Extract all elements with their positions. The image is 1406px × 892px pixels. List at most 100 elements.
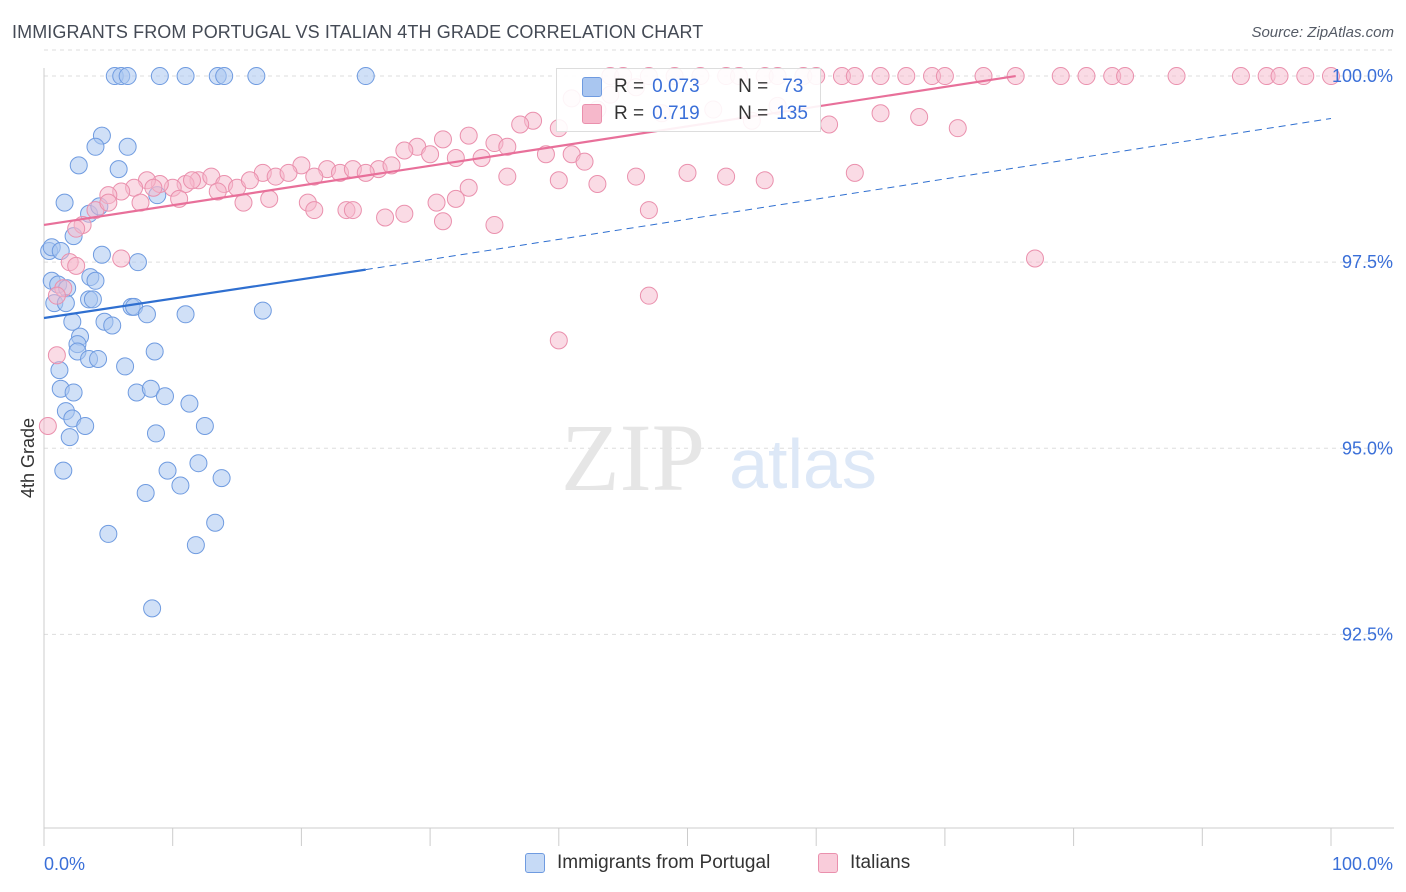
data-point-italians (421, 145, 440, 164)
data-point-italians (433, 130, 452, 149)
data-point-portugal (253, 301, 272, 320)
data-point-italians (240, 171, 259, 190)
x-tick-label: 0.0% (44, 854, 85, 874)
data-point-italians (627, 167, 646, 186)
data-point-italians (382, 156, 401, 175)
data-point-portugal (54, 461, 73, 480)
data-point-italians (897, 67, 916, 86)
data-point-italians (871, 67, 890, 86)
data-point-portugal (145, 342, 164, 361)
data-point-portugal (247, 67, 266, 86)
data-point-italians (395, 141, 414, 160)
data-point-italians (845, 163, 864, 182)
data-point-italians (755, 171, 774, 190)
legend-swatch-pink (582, 104, 602, 124)
data-point-italians (459, 126, 478, 145)
data-point-portugal (118, 67, 137, 86)
y-tick-labels: 92.5% 95.0% 97.5% 100.0% (1332, 66, 1393, 644)
data-point-portugal (215, 67, 234, 86)
data-point-portugal (60, 428, 79, 447)
data-point-portugal (50, 361, 69, 380)
chart-title: IMMIGRANTS FROM PORTUGAL VS ITALIAN 4TH … (12, 22, 704, 42)
data-point-italians (427, 193, 446, 212)
data-point-italians (38, 416, 57, 435)
data-point-italians (1296, 67, 1315, 86)
legend-label-portugal: Immigrants from Portugal (557, 852, 771, 873)
legend-n-value: 73 (782, 76, 804, 97)
series-legend: Immigrants from Portugal Italians (0, 852, 1406, 878)
data-point-italians (1270, 67, 1289, 86)
data-point-italians (305, 167, 324, 186)
data-point-portugal (141, 379, 160, 398)
data-point-portugal (356, 67, 375, 86)
trend-line-portugal-extension (365, 117, 1332, 271)
data-point-italians (639, 201, 658, 220)
data-point-portugal (176, 67, 195, 86)
legend-item-portugal[interactable]: Immigrants from Portugal (525, 852, 770, 874)
data-point-italians (112, 249, 131, 268)
data-point-italians (549, 331, 568, 350)
data-point-italians (1322, 67, 1340, 86)
data-point-portugal (137, 305, 156, 324)
series-immigrants-from-portugal (40, 67, 375, 618)
data-point-portugal (206, 513, 225, 532)
data-point-portugal (103, 316, 122, 335)
data-point-portugal (64, 383, 83, 402)
data-point-italians (208, 182, 227, 201)
data-point-italians (1116, 67, 1135, 86)
data-point-italians (575, 152, 594, 171)
legend-r-key: R = (614, 76, 645, 97)
data-point-italians (910, 108, 929, 127)
legend-label-italians: Italians (850, 852, 911, 873)
data-point-italians (305, 201, 324, 220)
trend-lines (43, 74, 1332, 320)
trend-line-italians (43, 74, 1016, 227)
y-tick-label: 92.5% (1342, 624, 1393, 644)
data-point-italians (845, 67, 864, 86)
y-axis-label: 4th Grade (18, 418, 38, 498)
data-point-italians (948, 119, 967, 138)
y-tick-label: 97.5% (1342, 252, 1393, 272)
data-point-italians (279, 163, 298, 182)
data-point-italians (183, 171, 202, 190)
data-point-portugal (86, 137, 105, 156)
watermark-zip: ZIP (561, 404, 705, 511)
data-point-italians (47, 346, 66, 365)
data-point-italians (1167, 67, 1186, 86)
legend-r-value: 0.073 (652, 76, 700, 97)
data-point-portugal (55, 193, 74, 212)
legend-item-italians[interactable]: Italians (818, 852, 910, 874)
data-point-portugal (128, 253, 147, 272)
legend-swatch-blue (582, 77, 602, 97)
data-point-italians (871, 104, 890, 123)
data-point-portugal (146, 424, 165, 443)
data-point-portugal (92, 245, 111, 264)
data-point-italians (433, 212, 452, 231)
data-point-portugal (118, 137, 137, 156)
data-point-portugal (69, 156, 88, 175)
correlation-legend: R = 0.073 N = 73 R = 0.719 N = 135 (556, 68, 821, 132)
gridlines (44, 49, 1394, 635)
data-point-italians (820, 115, 839, 134)
data-point-portugal (180, 394, 199, 413)
data-point-portugal (195, 416, 214, 435)
legend-row-portugal: R = 0.073 N = 73 (557, 74, 803, 100)
data-point-italians (47, 286, 66, 305)
data-point-italians (1025, 249, 1044, 268)
data-point-portugal (89, 349, 108, 368)
data-point-italians (588, 175, 607, 194)
data-point-portugal (143, 599, 162, 618)
data-point-portugal (76, 416, 95, 435)
data-point-portugal (86, 271, 105, 290)
data-point-italians (717, 167, 736, 186)
chart-source: Source: ZipAtlas.com (1251, 24, 1394, 41)
data-point-portugal (99, 524, 118, 543)
data-point-portugal (171, 476, 190, 495)
data-point-italians (234, 193, 253, 212)
watermark-atlas: atlas (729, 425, 877, 503)
legend-swatch-blue (525, 853, 545, 873)
data-point-italians (935, 67, 954, 86)
data-point-portugal (150, 67, 169, 86)
data-point-italians (446, 148, 465, 167)
